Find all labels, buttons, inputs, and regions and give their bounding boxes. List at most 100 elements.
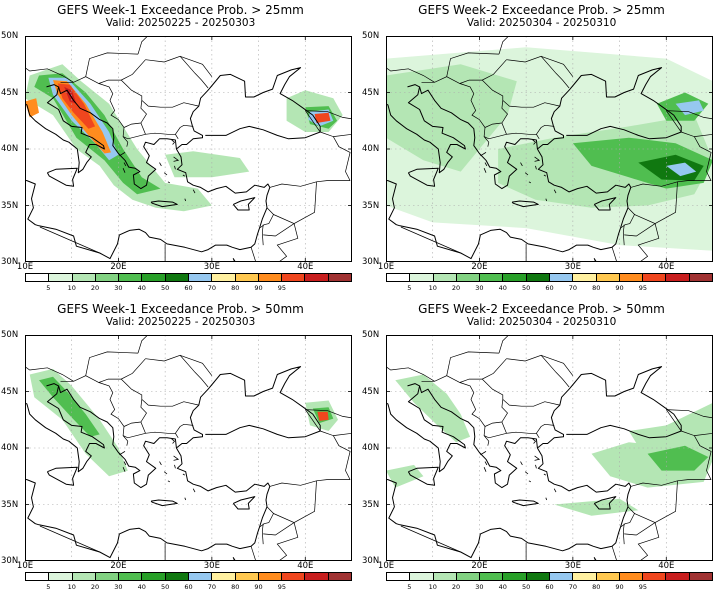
- colorbar-label: 90: [254, 284, 263, 292]
- coastline: [386, 383, 466, 473]
- country-border: [421, 375, 490, 446]
- island: [173, 455, 180, 461]
- island: [524, 172, 529, 176]
- panel-valid-dates: Valid: 20250225 - 20250303: [105, 17, 256, 29]
- colorbar-swatch: [142, 573, 166, 580]
- country-border: [622, 224, 625, 246]
- island: [173, 156, 180, 162]
- island: [163, 172, 168, 176]
- colorbar-swatch: [666, 274, 690, 281]
- country-border: [123, 421, 141, 427]
- colorbar-swatch: [596, 274, 620, 281]
- country-border: [39, 525, 100, 553]
- colorbar-label: 40: [137, 284, 146, 292]
- country-border: [622, 523, 625, 545]
- colorbar-swatch: [619, 573, 644, 580]
- panel-valid-dates: Valid: 20250304 - 20250310: [466, 17, 617, 29]
- colorbar-label: 30: [475, 284, 484, 292]
- colorbar-label: 20: [90, 284, 100, 292]
- latitude-label: 40N: [362, 144, 380, 154]
- latitude-label: 40N: [362, 443, 380, 453]
- colorbar-label: 95: [638, 583, 648, 591]
- map-frame: [386, 335, 713, 561]
- country-border: [681, 430, 712, 480]
- latitude-label: 30N: [1, 556, 19, 566]
- latitude-label: 30N: [362, 257, 380, 267]
- country-border: [400, 525, 461, 553]
- country-border: [269, 180, 351, 188]
- colorbar-swatch: [643, 274, 667, 281]
- colorbar-swatch: [526, 274, 550, 281]
- country-border: [25, 366, 74, 382]
- island: [171, 139, 176, 145]
- colorbar-swatch: [643, 573, 667, 580]
- coastline: [407, 466, 439, 486]
- colorbar-label: 50: [161, 284, 170, 292]
- island: [543, 174, 547, 177]
- country-border: [250, 546, 257, 561]
- colorbar-label: 20: [451, 583, 461, 591]
- island: [532, 139, 537, 145]
- coastline: [232, 496, 256, 510]
- country-border: [259, 207, 274, 229]
- colorbar-swatch: [72, 573, 96, 580]
- country-border: [137, 36, 149, 55]
- country-border: [122, 432, 146, 439]
- colorbar-label: 90: [254, 583, 263, 591]
- coastline: [232, 258, 237, 262]
- longitude-label: 20E: [110, 561, 127, 571]
- map-frame: [25, 335, 352, 561]
- colorbar-label: 5: [46, 583, 51, 591]
- colorbar-swatch: [188, 274, 213, 281]
- colorbar-label: 95: [277, 284, 287, 292]
- panel-title: GEFS Week-2 Exceedance Prob. > 25mm: [418, 3, 665, 17]
- country-border: [501, 100, 555, 135]
- coastline: [25, 383, 105, 473]
- island: [528, 480, 532, 483]
- island: [534, 156, 541, 162]
- island: [483, 168, 487, 173]
- island: [167, 480, 171, 483]
- colorbar-swatch: [328, 274, 351, 281]
- colorbar-label: 70: [568, 284, 577, 292]
- country-border: [122, 133, 146, 140]
- longitude-label: 10E: [16, 561, 34, 571]
- longitude-label: 10E: [377, 262, 395, 272]
- colorbar-swatch: [258, 274, 283, 281]
- country-border: [261, 224, 264, 246]
- colorbar-swatch: [689, 274, 712, 281]
- probability-region: [165, 151, 250, 178]
- coastline: [46, 167, 78, 187]
- probability-region: [554, 498, 639, 516]
- country-border: [666, 110, 682, 133]
- country-border: [60, 375, 129, 446]
- colorbar-swatch: [235, 573, 259, 580]
- longitude-label: 40E: [658, 561, 675, 571]
- colorbar-label: 20: [90, 583, 100, 591]
- map-canvas: [386, 335, 713, 561]
- probability-region: [647, 445, 709, 471]
- colorbar-swatch: [549, 274, 574, 281]
- colorbar-label: 90: [615, 583, 624, 591]
- longitude-label: 30E: [203, 262, 220, 272]
- panel-valid-dates: Valid: 20250225 - 20250303: [105, 316, 256, 328]
- island: [167, 181, 171, 184]
- colorbar-label: 80: [231, 284, 240, 292]
- colorbar-swatch: [410, 573, 434, 580]
- island: [480, 451, 487, 456]
- country-border: [175, 134, 179, 139]
- island: [122, 168, 126, 173]
- latitude-label: 45N: [1, 87, 19, 98]
- country-border: [483, 133, 507, 140]
- coastline: [386, 148, 632, 260]
- latitude-label: 40N: [1, 144, 19, 154]
- country-border: [666, 409, 682, 432]
- colorbar-swatch: [188, 573, 213, 580]
- panel-title: GEFS Week-2 Exceedance Prob. > 50mm: [418, 302, 665, 316]
- country-border: [137, 335, 149, 354]
- colorbar: [25, 572, 352, 581]
- country-border: [506, 55, 570, 89]
- colorbar-label: 30: [114, 583, 123, 591]
- colorbar-swatch: [72, 274, 96, 281]
- colorbar-label: 10: [428, 284, 437, 292]
